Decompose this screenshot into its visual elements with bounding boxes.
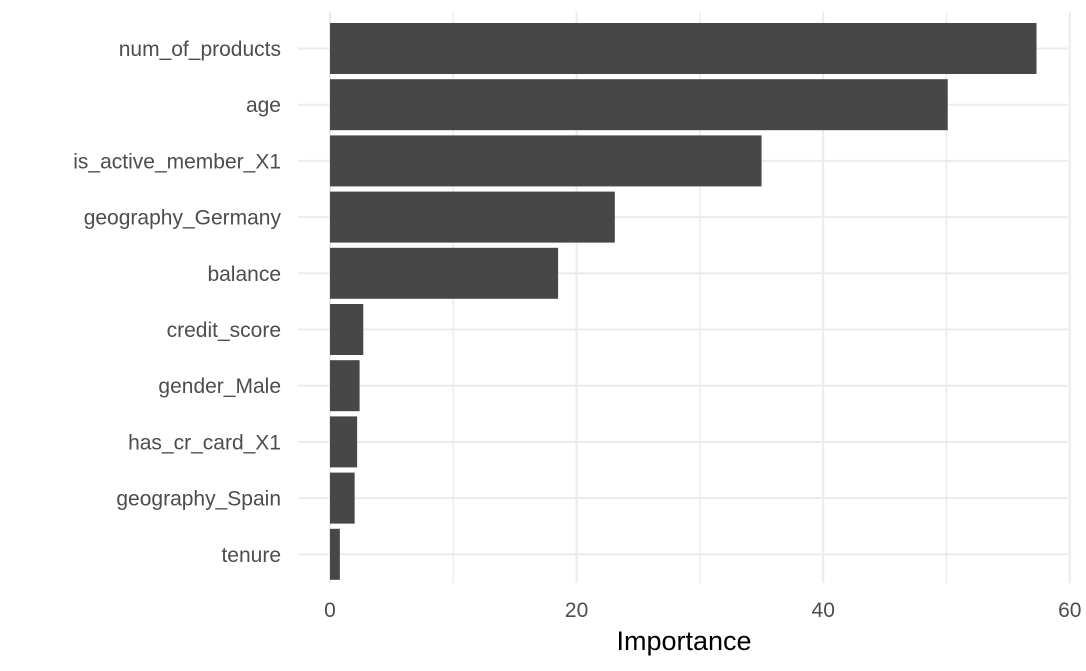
x-tick-label: 20 — [565, 599, 588, 622]
x-tick-label: 40 — [812, 599, 835, 622]
category-label: geography_Spain — [116, 488, 281, 511]
category-label: credit_score — [167, 319, 281, 342]
x-tick-labels: 0 20 40 60 — [324, 599, 1081, 622]
bar — [330, 416, 358, 468]
bar — [330, 360, 360, 412]
bars — [330, 23, 1037, 580]
bar — [330, 79, 948, 131]
category-label: balance — [207, 263, 281, 286]
bar — [330, 472, 355, 524]
bar — [330, 247, 559, 299]
category-label: is_active_member_X1 — [73, 150, 281, 173]
category-label: age — [246, 94, 281, 117]
bar — [330, 23, 1037, 74]
bar — [330, 528, 340, 580]
x-tick-label: 60 — [1058, 599, 1081, 622]
category-label: has_cr_card_X1 — [128, 431, 281, 454]
category-label: tenure — [221, 544, 281, 567]
category-label: geography_Germany — [84, 207, 282, 230]
x-tick-label: 0 — [324, 599, 336, 622]
category-label: num_of_products — [119, 38, 281, 61]
bar — [330, 304, 364, 355]
x-axis-title: Importance — [616, 626, 751, 656]
category-label: gender_Male — [158, 375, 281, 398]
bar — [330, 191, 615, 243]
bar — [330, 135, 762, 187]
